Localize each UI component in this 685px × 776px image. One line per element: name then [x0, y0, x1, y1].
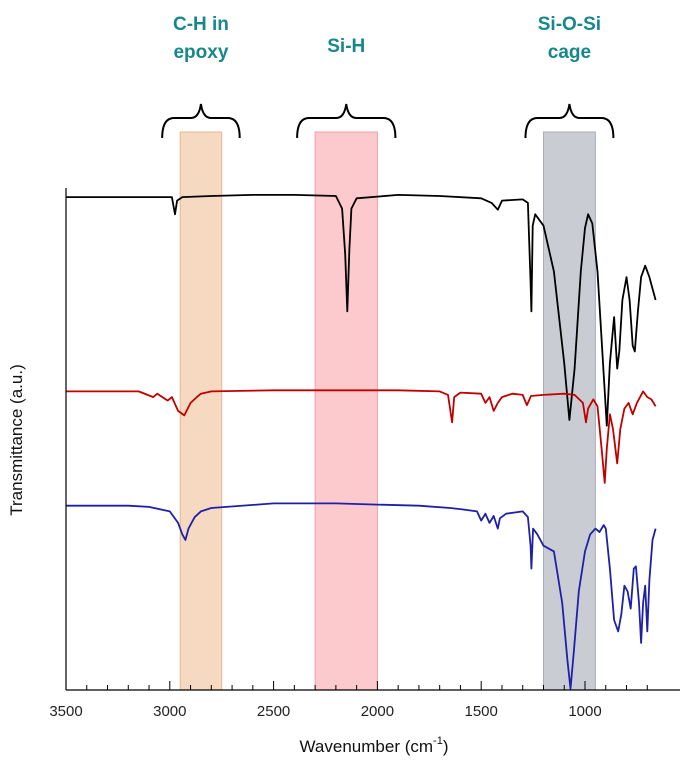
x-tick-label: 3500: [49, 703, 82, 720]
region-bracket-2: [524, 103, 615, 139]
x-axis-title-suffix: ): [443, 737, 449, 756]
region-label-1-line-0: Si-H: [327, 36, 365, 57]
region-label-0-line-0: C-H in: [173, 14, 229, 35]
series-line-2: [66, 502, 657, 690]
region-label-0-line-1: epoxy: [173, 42, 228, 63]
x-tick-label: 2500: [257, 703, 290, 720]
series-line-1: [66, 389, 657, 484]
x-tick-label: 3000: [153, 703, 186, 720]
x-axis-title-main: Wavenumber (cm: [300, 737, 434, 756]
x-ticks: 3500 3000 2500 2000 1500 1000: [49, 681, 648, 720]
x-tick-label: 1500: [465, 703, 498, 720]
x-tick-label: 2000: [361, 703, 394, 720]
axes: [65, 188, 680, 691]
highlight-bands: [179, 131, 596, 691]
y-axis-title: Transmittance (a.u.): [7, 364, 26, 515]
spectra-series: [66, 194, 657, 690]
region-bracket-0: [161, 103, 241, 139]
x-axis-title-superscript: -1: [433, 735, 443, 747]
highlight-band-1: [314, 131, 378, 691]
region-label-2-line-0: Si-O-Si: [538, 14, 601, 35]
series-line-0: [66, 194, 657, 427]
region-label-2-line-1: cage: [548, 42, 591, 63]
region-bracket-1: [296, 103, 397, 139]
x-axis-title: Wavenumber (cm-1): [300, 735, 449, 756]
region-labels: C-H in epoxy Si-H Si-O-Si cage: [161, 14, 615, 139]
x-tick-label: 1000: [568, 703, 601, 720]
